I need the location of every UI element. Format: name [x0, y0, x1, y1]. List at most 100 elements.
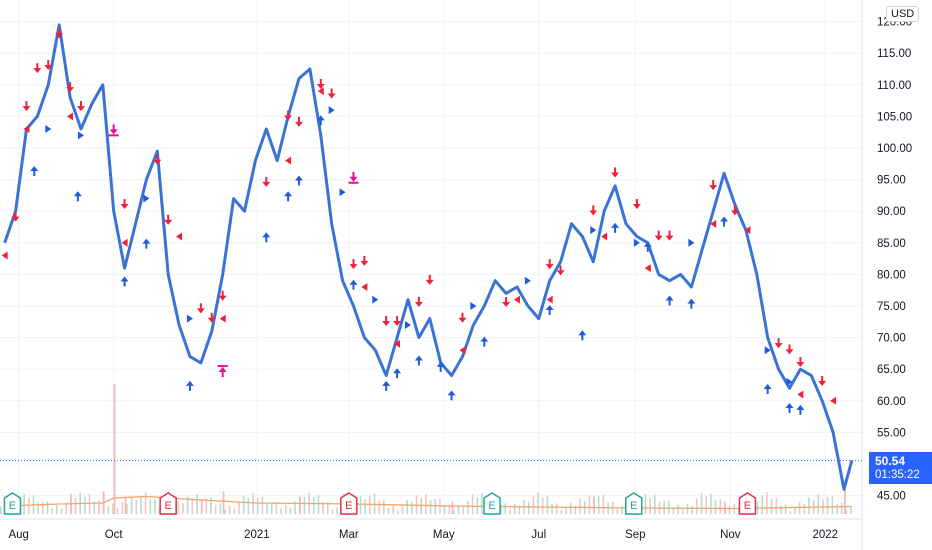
volume-bar — [476, 497, 479, 514]
volume-bar — [826, 497, 829, 514]
sell-triangle-marker — [710, 219, 717, 228]
earnings-event-marker[interactable]: E — [738, 492, 757, 515]
price-line — [3, 23, 854, 491]
earnings-event-marker[interactable]: E — [159, 492, 177, 515]
volume-bar — [135, 499, 138, 514]
currency-label[interactable]: USD — [886, 6, 920, 22]
buy-arrow — [393, 368, 402, 379]
volume-bar — [817, 494, 820, 514]
volume-bar — [448, 504, 451, 514]
earnings-event-marker[interactable]: E — [625, 492, 643, 515]
buy-arrow — [480, 336, 489, 347]
sell-arrow — [11, 211, 20, 222]
buy-arrow — [763, 384, 772, 394]
sell-arrow-head — [294, 121, 303, 127]
sell-arrow-head — [589, 210, 598, 216]
volume-bar — [387, 507, 390, 514]
volume-bar — [46, 501, 49, 514]
sell-arrow — [502, 297, 511, 307]
buy-arrow — [436, 361, 445, 372]
sell-arrow-head — [22, 106, 31, 112]
sell-arrow-head — [207, 317, 216, 323]
buy-arrow — [142, 238, 151, 249]
sell-arrow-head — [665, 235, 674, 241]
earnings-event-marker[interactable]: E — [3, 492, 22, 515]
volume-bar — [415, 495, 418, 514]
buy-triangle-marker — [186, 314, 193, 323]
volume-bar — [462, 507, 465, 514]
time-tick-label: Oct — [105, 529, 124, 541]
volume-bar — [224, 509, 226, 514]
sell-arrow — [218, 290, 227, 301]
volume-bar — [124, 496, 127, 514]
sell-arrow-head — [382, 320, 391, 326]
volume-bar — [294, 501, 296, 514]
buy-arrow-head — [294, 175, 303, 181]
buy-arrow-head — [185, 380, 194, 386]
volume-bar — [219, 503, 222, 514]
buy-triangle-marker — [786, 377, 793, 386]
sell-arrow-head — [774, 343, 783, 349]
sell-arrow — [22, 101, 31, 112]
sell-arrow-head — [458, 317, 467, 323]
time-tick-label: 2022 — [813, 529, 839, 541]
sell-arrow — [262, 176, 271, 187]
volume-bar — [222, 491, 225, 514]
time-tick-label: Aug — [8, 529, 28, 541]
sell-arrow-head — [120, 204, 129, 210]
sell-arrow-head — [218, 295, 227, 301]
volume-bar — [252, 493, 254, 514]
sell-arrow-head — [709, 185, 718, 191]
volume-bar — [654, 494, 656, 514]
volume-bar — [98, 500, 100, 514]
earnings-badge — [738, 492, 757, 515]
sell-arrow-head — [654, 235, 663, 241]
volume-bar — [710, 493, 712, 514]
volume-bar — [518, 506, 521, 514]
volume-bar — [579, 499, 581, 514]
volume-bar — [621, 506, 623, 514]
earnings-badge — [159, 492, 177, 515]
volume-bar — [471, 494, 474, 514]
earnings-event-marker[interactable]: E — [483, 492, 501, 515]
buy-triangle-marker — [77, 131, 84, 140]
price-axis[interactable]: 120.00115.00110.00105.00100.0095.0090.00… — [877, 17, 912, 503]
volume-bar — [317, 494, 320, 514]
buy-triangle-marker — [45, 125, 52, 134]
sell-arrow-head — [502, 302, 511, 307]
bar-countdown: 01:35:22 — [875, 468, 920, 481]
buy-arrow-head — [447, 390, 456, 396]
volume-bar — [242, 495, 245, 514]
volume-bar — [210, 497, 212, 514]
volume-bar — [401, 505, 404, 514]
volume-bar — [186, 496, 189, 514]
volume-bar — [177, 501, 180, 514]
volume-bar — [84, 496, 86, 514]
volume-bar — [74, 498, 77, 514]
pink-marker-arrow — [109, 124, 118, 135]
price-tick-label: 80.00 — [877, 269, 906, 281]
buy-arrow — [349, 279, 358, 290]
earnings-event-marker[interactable]: E — [340, 492, 358, 515]
sell-arrow — [55, 28, 64, 39]
buy-arrow-head — [349, 279, 358, 285]
volume-bar — [359, 496, 362, 514]
volume-bar — [574, 505, 577, 514]
volume-bar — [60, 508, 63, 514]
volume-bar — [284, 504, 287, 514]
time-axis[interactable]: Aug Oct 2021 Mar May Jul Sep Nov 2022 — [8, 529, 838, 541]
volume-bar — [593, 496, 596, 514]
volume-bar — [691, 505, 693, 514]
price-tick-label: 110.00 — [877, 80, 911, 92]
buy-arrow-head — [687, 298, 696, 304]
volume-bar — [443, 506, 446, 514]
sell-arrow-head — [284, 115, 293, 121]
volume-bar — [705, 496, 707, 514]
sell-arrow — [709, 180, 718, 191]
volume-bar — [93, 500, 96, 514]
volume-bar — [303, 496, 306, 514]
sell-triangle-marker — [744, 226, 751, 235]
earnings-label: E — [630, 500, 637, 512]
